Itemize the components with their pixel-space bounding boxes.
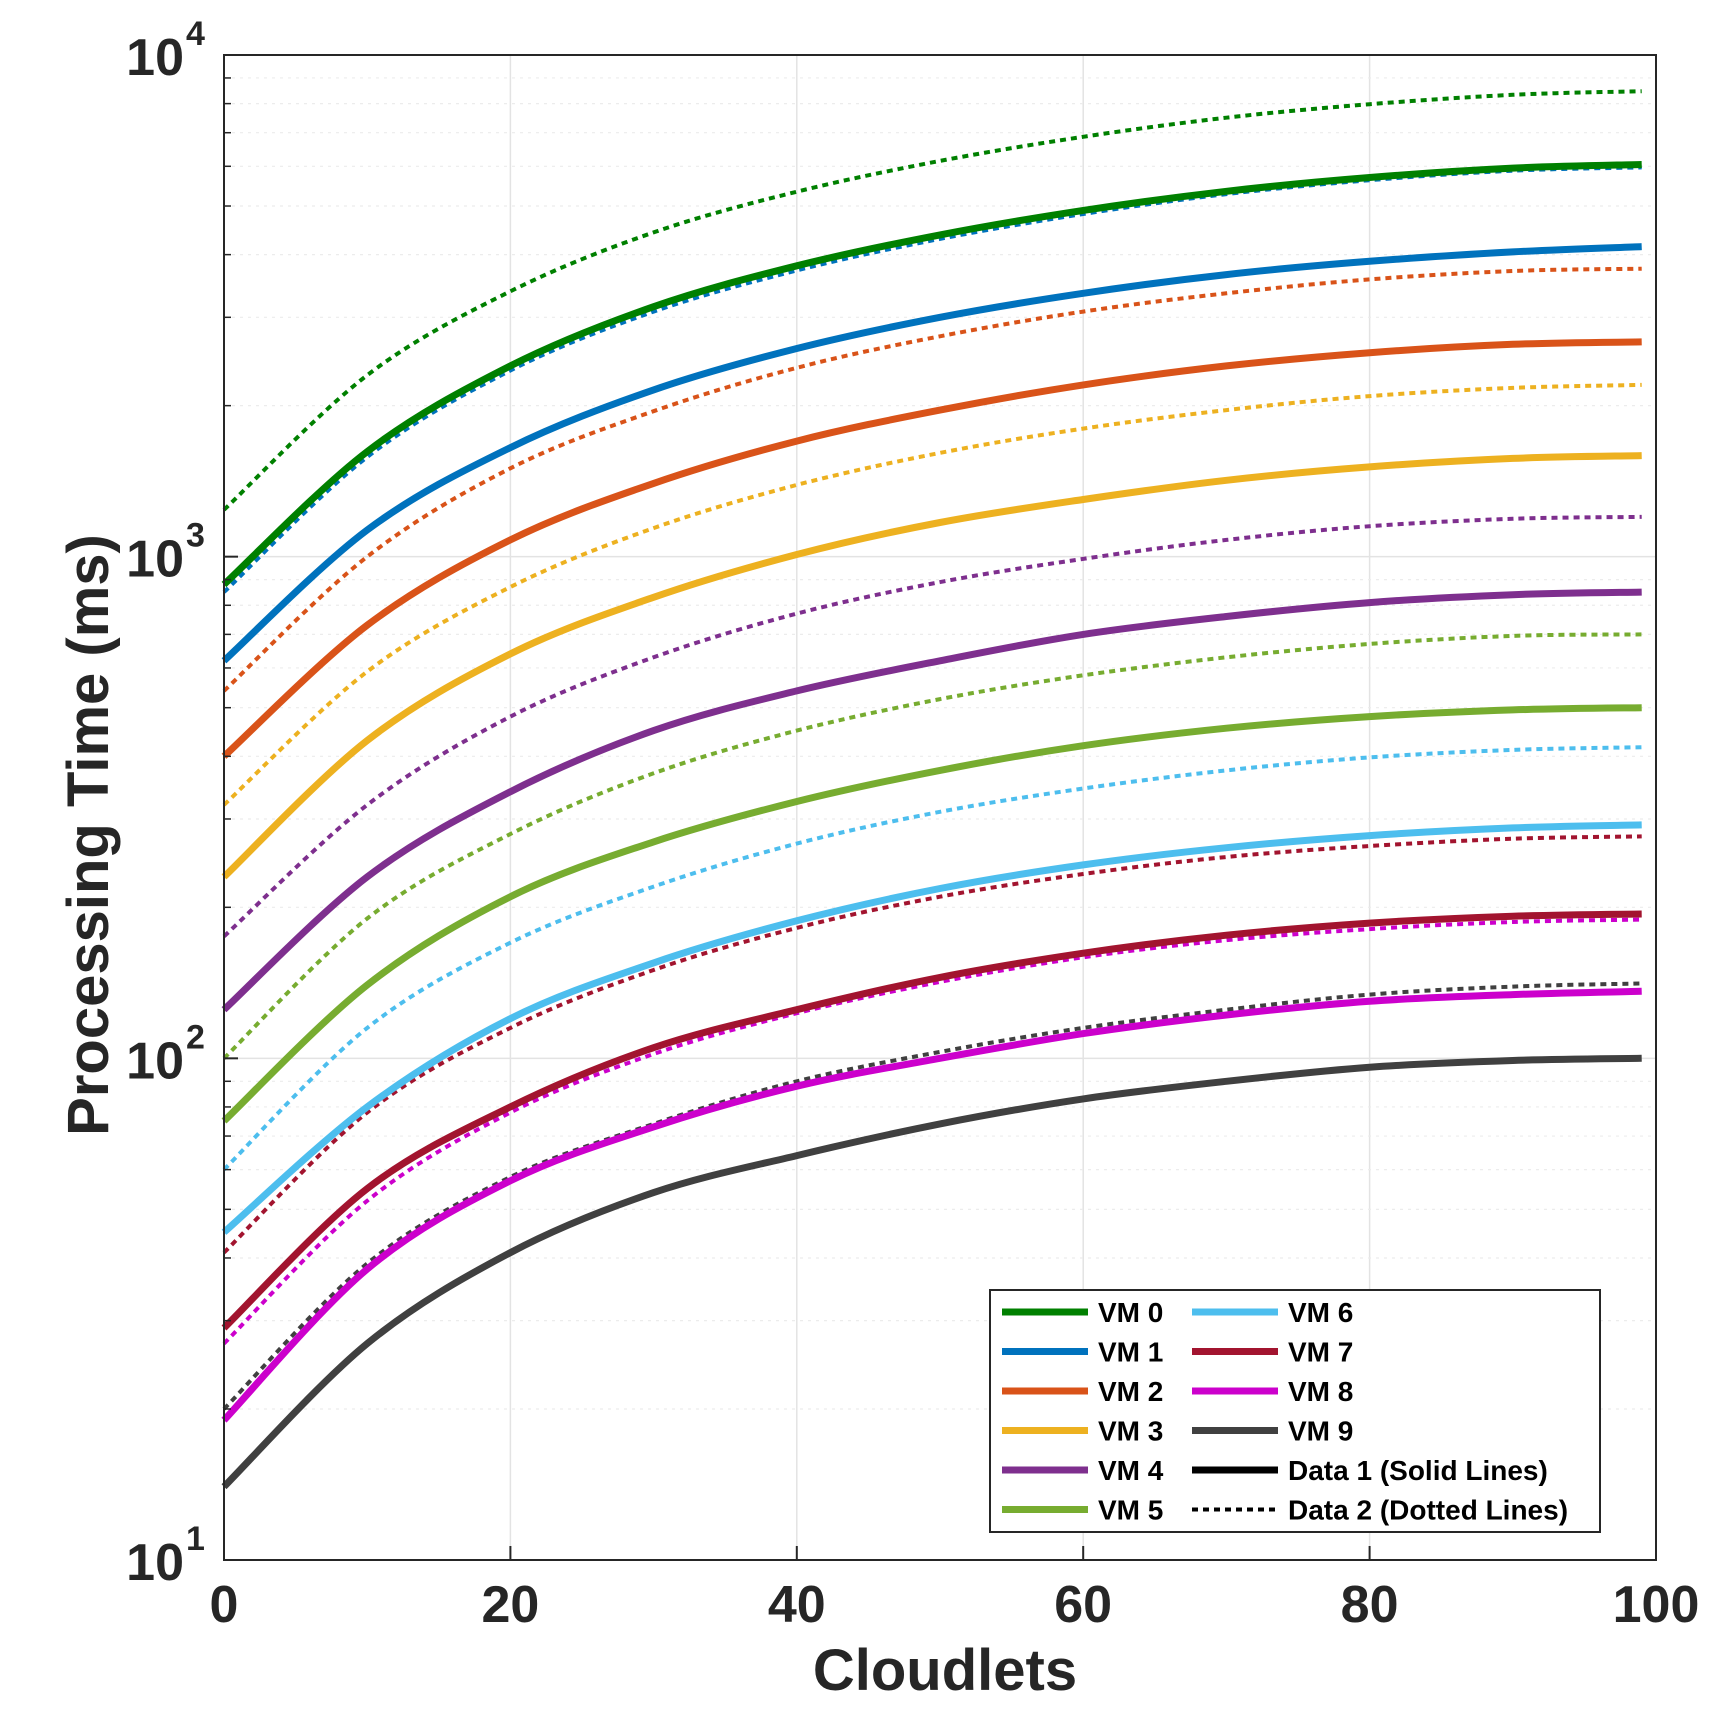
legend-label: VM 6 (1288, 1297, 1353, 1328)
y-tick-label-exponent: 4 (186, 15, 205, 53)
series-vm-0-data1-solid-line (221, 161, 1642, 588)
x-tick-label: 40 (768, 1576, 826, 1634)
series-vm-2-data2-dotted-line (222, 266, 1642, 693)
series-vm-7-data1-solid-line (221, 910, 1642, 1331)
series-vm-9-data2-dotted-line (222, 981, 1642, 1411)
y-tick-label-base: 10 (126, 1032, 184, 1090)
legend-label: VM 8 (1288, 1376, 1353, 1407)
series-vm-2-data1-solid-line (221, 338, 1642, 759)
series-vm-5-data1-solid-line (221, 704, 1642, 1124)
series-vm-4-data1-solid-line (221, 588, 1642, 1013)
legend-label: Data 1 (Solid Lines) (1288, 1455, 1548, 1486)
series-vm-6-data1-solid-line (221, 821, 1642, 1235)
series-vm-3-data2-dotted-line (222, 382, 1642, 807)
legend-label: VM 5 (1098, 1495, 1163, 1526)
x-tick-label: 0 (210, 1576, 239, 1634)
axes (223, 54, 1657, 1561)
series-vm-8-data2-dotted-line (222, 917, 1642, 1346)
y-tick-label-exponent: 2 (186, 1018, 205, 1056)
series-vm-1-data1-solid-line (221, 243, 1642, 664)
x-tick-label: 60 (1054, 1576, 1112, 1634)
x-tick-label: 100 (1613, 1576, 1700, 1634)
series-vm-4-data2-dotted-line (222, 514, 1642, 938)
legend-label: Data 2 (Dotted Lines) (1288, 1495, 1568, 1526)
series-lines (221, 89, 1642, 1490)
legend-label: VM 0 (1098, 1297, 1163, 1328)
series-vm-7-data2-dotted-line (222, 834, 1642, 1255)
series-vm-6-data2-dotted-line (222, 745, 1642, 1172)
legend-label: VM 2 (1098, 1376, 1163, 1407)
y-axis-title: Processing Time (ms) (56, 534, 121, 1136)
series-vm-5-data2-dotted-line (222, 632, 1642, 1060)
grid (224, 55, 1656, 1560)
plot-area-frame (223, 54, 1657, 1561)
series-vm-1-data2-dotted-line (222, 165, 1642, 594)
legend-box (989, 1289, 1601, 1533)
y-tick-label-exponent: 1 (186, 1520, 205, 1558)
x-tick-labels: 0 20 40 60 80 100 (210, 1576, 1700, 1634)
series-vm-0-data2-dotted-line (222, 89, 1642, 512)
y-tick-label-base: 10 (126, 531, 184, 589)
x-tick-label: 80 (1341, 1576, 1399, 1634)
legend: VM 0 VM 1 VM 2 VM 3 VM 4 VM 5 VM 6 VM 7 VM 8 VM 9… (989, 1289, 1601, 1533)
y-tick-label-exponent: 3 (186, 517, 205, 555)
legend-label: VM 9 (1288, 1416, 1353, 1447)
x-axis-title: Cloudlets (813, 1638, 1077, 1703)
legend-label: VM 7 (1288, 1337, 1353, 1368)
legend-label: VM 3 (1098, 1416, 1163, 1447)
legend-label: VM 1 (1098, 1337, 1163, 1368)
y-tick-label-base: 10 (126, 1534, 184, 1592)
y-tick-label-base: 10 (126, 29, 184, 87)
series-vm-8-data1-solid-line (221, 987, 1642, 1423)
legend-label: VM 4 (1098, 1455, 1164, 1486)
x-tick-label: 20 (481, 1576, 539, 1634)
series-vm-9-data1-solid-line (221, 1054, 1642, 1490)
series-vm-3-data1-solid-line (221, 452, 1642, 880)
